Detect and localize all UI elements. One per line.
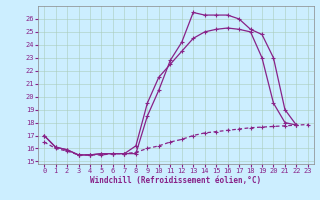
X-axis label: Windchill (Refroidissement éolien,°C): Windchill (Refroidissement éolien,°C) <box>91 176 261 185</box>
